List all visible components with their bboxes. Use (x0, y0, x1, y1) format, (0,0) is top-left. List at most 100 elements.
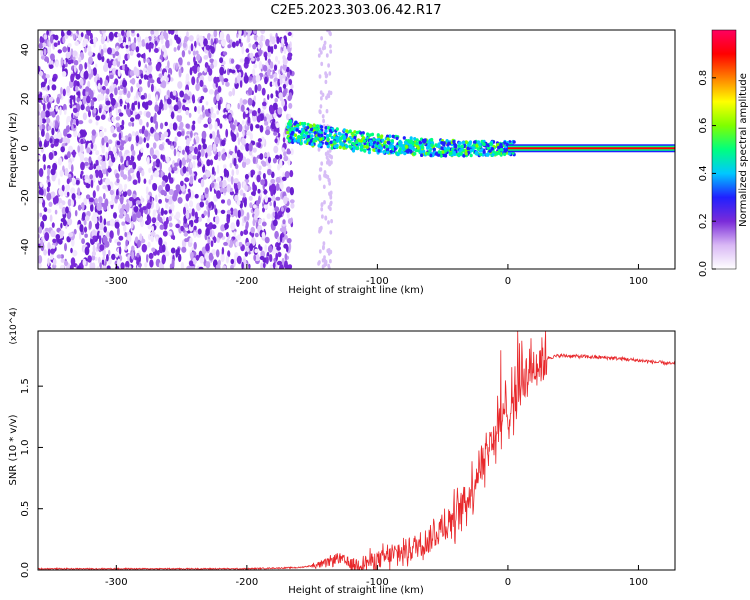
noise-speckle (151, 247, 156, 253)
noise-speckle (220, 253, 225, 263)
noise-speckle (71, 164, 74, 173)
signal-cell (487, 146, 491, 150)
noise-speckle (121, 221, 126, 226)
signal-cell (362, 144, 366, 149)
noise-speckle (235, 241, 239, 247)
signal-cell (316, 124, 320, 128)
signal-cell (324, 126, 328, 130)
noise-speckle (85, 105, 91, 112)
noise-speckle (106, 231, 110, 238)
noise-speckle (245, 142, 250, 152)
noise-speckle (47, 266, 52, 269)
noise-speckle (131, 149, 136, 157)
signal-cell (312, 123, 316, 127)
noise-speckle (55, 105, 59, 112)
noise-speckle (52, 258, 57, 266)
signal-cell (319, 137, 323, 142)
noise-speckle (148, 252, 154, 259)
noise-speckle (248, 43, 252, 48)
noise-speckle (131, 42, 137, 51)
noise-speckle (197, 144, 202, 151)
x-tick-label: -100 (366, 276, 389, 287)
noise-speckle (83, 70, 89, 80)
noise-speckle (274, 138, 278, 144)
noise-speckle (150, 174, 154, 181)
noise-speckle (127, 169, 131, 177)
noise-speckle (238, 38, 242, 44)
noise-speckle (102, 235, 108, 244)
noise-speckle (254, 84, 258, 93)
signal-cell (302, 129, 306, 134)
noise-speckle (202, 131, 206, 140)
noise-speckle (82, 131, 87, 137)
noise-speckle (278, 86, 282, 92)
noise-speckle (195, 135, 200, 144)
noise-speckle (182, 166, 187, 174)
noise-speckle (88, 119, 93, 124)
noise-speckle (185, 171, 190, 177)
noise-speckle (88, 156, 92, 164)
y-tick-label: 1.0 (20, 439, 31, 455)
signal-cell (442, 143, 446, 147)
noise-speckle (116, 140, 121, 146)
noise-speckle (97, 94, 101, 102)
noise-speckle (187, 188, 191, 193)
noise-speckle (165, 202, 169, 210)
noise-speckle (66, 178, 70, 185)
noise-speckle (193, 231, 197, 238)
noise-speckle (77, 204, 82, 211)
noise-speckle (104, 105, 109, 112)
noise-speckle (252, 114, 257, 122)
noise-speckle (90, 143, 94, 149)
signal-cell (286, 125, 290, 129)
noise-speckle (67, 43, 72, 48)
signal-cell (326, 126, 331, 130)
noise-speckle (234, 119, 238, 127)
noise-speckle (222, 51, 228, 56)
noise-speckle (276, 127, 280, 134)
noise-speckle (87, 255, 92, 263)
noise-speckle (84, 62, 88, 70)
noise-speckle (118, 163, 121, 172)
noise-speckle (275, 196, 281, 201)
noise-speckle (192, 160, 196, 169)
signal-cell (415, 138, 419, 142)
signal-cell (386, 137, 390, 141)
noise-speckle (287, 52, 292, 60)
signal-cell (391, 134, 395, 139)
noise-speckle (166, 98, 172, 105)
noise-speckle (275, 55, 278, 63)
column-speckle (321, 46, 325, 51)
noise-speckle (282, 131, 286, 139)
noise-speckle (169, 30, 174, 34)
noise-speckle (45, 74, 50, 79)
noise-speckle (143, 178, 147, 184)
noise-speckle (85, 86, 90, 92)
noise-speckle (206, 159, 211, 167)
noise-speckle (199, 255, 205, 264)
noise-speckle (146, 194, 150, 199)
noise-speckle (60, 87, 63, 95)
noise-speckle (188, 112, 192, 118)
noise-speckle (233, 231, 236, 236)
noise-speckle (87, 80, 91, 89)
noise-speckle (111, 253, 116, 260)
noise-speckle (273, 200, 277, 209)
noise-speckle (158, 216, 163, 223)
noise-speckle (154, 48, 159, 53)
signal-cell (305, 131, 309, 135)
column-speckle (327, 263, 331, 269)
noise-speckle (239, 58, 244, 63)
noise-speckle (282, 90, 286, 98)
noise-speckle (77, 187, 81, 196)
noise-speckle (240, 230, 244, 237)
signal-cell (303, 140, 307, 144)
noise-speckle (122, 64, 126, 71)
column-speckle (320, 161, 324, 166)
noise-speckle (135, 114, 139, 120)
signal-cell (476, 147, 480, 151)
noise-speckle (53, 134, 59, 140)
signal-cell (461, 140, 466, 145)
noise-speckle (72, 249, 78, 257)
noise-speckle (282, 57, 288, 66)
